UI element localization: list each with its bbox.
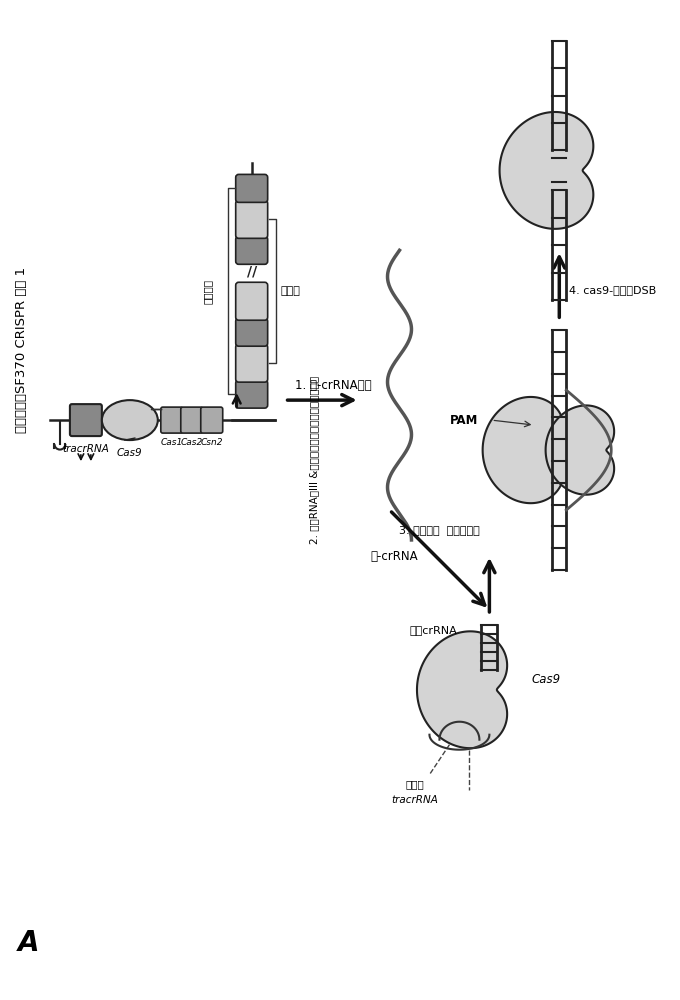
FancyBboxPatch shape [236, 236, 268, 264]
FancyBboxPatch shape [201, 407, 223, 433]
Text: 加工的: 加工的 [405, 780, 424, 790]
Text: Cas1: Cas1 [160, 438, 183, 447]
FancyBboxPatch shape [70, 404, 102, 436]
Text: Cas9: Cas9 [117, 448, 143, 458]
Text: //: // [247, 264, 257, 278]
Text: 3. 靶标识别  原型间隔子: 3. 靶标识别 原型间隔子 [398, 525, 479, 535]
Polygon shape [483, 397, 564, 503]
FancyBboxPatch shape [181, 407, 203, 433]
Text: 化脓链球菌SF370 CRISPR 座位 1: 化脓链球菌SF370 CRISPR 座位 1 [16, 267, 29, 433]
Ellipse shape [102, 400, 158, 440]
Text: 4. cas9-介导的DSB: 4. cas9-介导的DSB [569, 285, 656, 295]
FancyBboxPatch shape [160, 407, 183, 433]
FancyBboxPatch shape [236, 282, 268, 320]
FancyBboxPatch shape [236, 380, 268, 408]
Text: 成熟crRNA: 成熟crRNA [409, 625, 457, 635]
Text: 1. 前-crRNA转录: 1. 前-crRNA转录 [294, 379, 371, 392]
Text: 2. 通过RNA酶III &一种或多种未知核酸酶进行的成熟: 2. 通过RNA酶III &一种或多种未知核酸酶进行的成熟 [309, 376, 320, 544]
FancyBboxPatch shape [236, 318, 268, 346]
FancyBboxPatch shape [236, 344, 268, 382]
Text: 间隔子: 间隔子 [281, 286, 301, 296]
Text: A: A [18, 929, 39, 957]
Text: tracrRNA: tracrRNA [391, 795, 438, 805]
Text: PAM: PAM [449, 414, 478, 427]
Polygon shape [545, 405, 614, 495]
Polygon shape [500, 112, 594, 229]
Text: Csn2: Csn2 [201, 438, 223, 447]
Text: 前-crRNA: 前-crRNA [371, 550, 418, 563]
Text: Cas2: Cas2 [181, 438, 203, 447]
Text: Cas9: Cas9 [531, 673, 560, 686]
FancyBboxPatch shape [236, 174, 268, 202]
Text: 同向重复: 同向重复 [203, 279, 213, 304]
Polygon shape [417, 631, 507, 748]
Text: tracrRNA: tracrRNA [63, 444, 109, 454]
FancyBboxPatch shape [236, 200, 268, 238]
